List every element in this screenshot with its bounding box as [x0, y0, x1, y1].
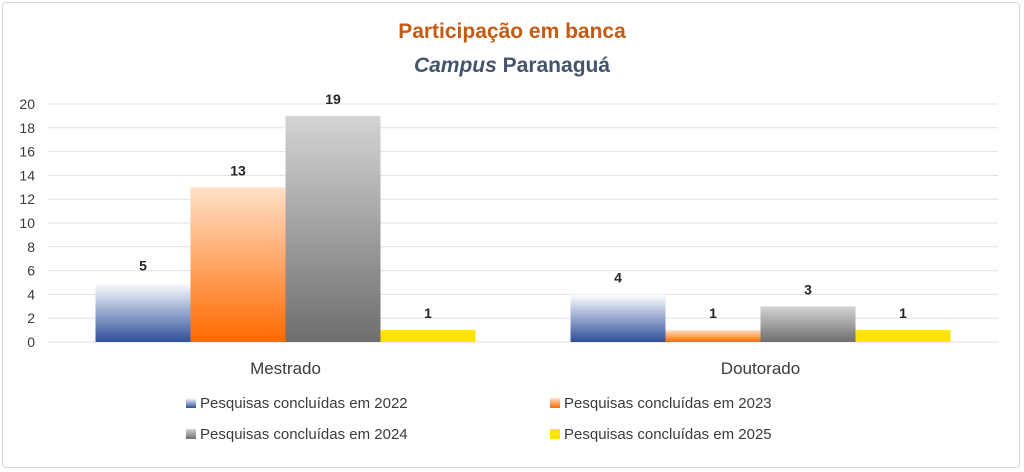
- chart-subtitle: Campus Paranaguá: [414, 54, 610, 77]
- y-tick-label: 4: [27, 286, 35, 302]
- data-label: 1: [709, 305, 717, 321]
- data-label: 5: [139, 258, 147, 274]
- legend-swatch: [186, 398, 196, 408]
- bar: [665, 330, 761, 342]
- subtitle-rest: Paranaguá: [497, 54, 611, 77]
- y-tick-label: 20: [19, 96, 35, 112]
- data-label: 1: [899, 305, 907, 321]
- bar: [570, 294, 666, 342]
- y-tick-label: 2: [27, 310, 35, 326]
- chart-title: Participação em banca: [398, 20, 626, 43]
- bar: [380, 330, 476, 342]
- legend-swatch: [186, 429, 196, 439]
- y-tick-label: 18: [19, 120, 35, 136]
- data-label: 4: [614, 269, 622, 285]
- bar: [95, 282, 191, 342]
- legend-swatch: [550, 429, 560, 439]
- data-label: 19: [325, 91, 341, 107]
- legend-label: Pesquisas concluídas em 2023: [564, 395, 772, 412]
- y-tick-label: 8: [27, 239, 35, 255]
- category-label: Mestrado: [250, 359, 321, 378]
- data-label: 1: [424, 305, 432, 321]
- bar: [190, 187, 286, 342]
- y-axis-ticks: 0 2 4 6 8 10 12 14 16 18 20: [19, 96, 35, 350]
- subtitle-italic: Campus: [414, 54, 497, 77]
- legend-label: Pesquisas concluídas em 2024: [200, 426, 408, 443]
- y-tick-label: 12: [19, 191, 35, 207]
- legend-label: Pesquisas concluídas em 2022: [200, 395, 408, 412]
- bar: [285, 115, 381, 343]
- y-tick-label: 0: [27, 334, 35, 350]
- y-tick-label: 14: [19, 167, 35, 183]
- bars: [95, 115, 951, 343]
- data-label: 3: [804, 281, 812, 297]
- bar: [760, 306, 856, 342]
- y-tick-label: 10: [19, 215, 35, 231]
- y-tick-label: 16: [19, 144, 35, 160]
- data-label: 13: [230, 162, 246, 178]
- legend: Pesquisas concluídas em 2022 Pesquisas co…: [186, 395, 772, 443]
- legend-swatch: [550, 398, 560, 408]
- bar: [855, 330, 951, 342]
- legend-label: Pesquisas concluídas em 2025: [564, 426, 772, 443]
- x-axis-categories: Mestrado Doutorado: [250, 359, 800, 378]
- category-label: Doutorado: [721, 359, 800, 378]
- y-tick-label: 6: [27, 263, 35, 279]
